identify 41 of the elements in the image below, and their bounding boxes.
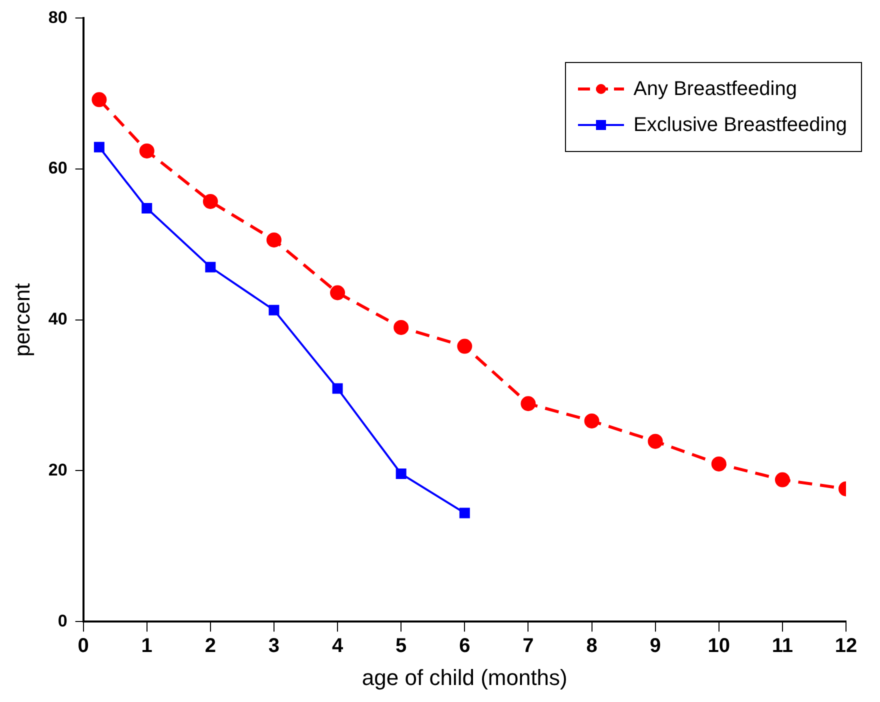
x-tick-label: 10: [708, 635, 730, 658]
point: [394, 320, 409, 335]
point: [94, 142, 104, 152]
y-axis-title: percent: [9, 283, 34, 357]
point: [459, 508, 470, 518]
point: [396, 468, 406, 480]
point: [648, 434, 663, 449]
y-tick-label: 40: [48, 310, 68, 329]
point: [139, 143, 154, 158]
legend-label: Exclusive Breastfeeding: [634, 114, 847, 136]
x-tick-label: 11: [772, 635, 794, 658]
point: [266, 232, 282, 248]
x-tick-label: 7: [522, 635, 534, 658]
point: [520, 396, 536, 412]
y-tick-label: 60: [48, 158, 68, 178]
point: [711, 456, 726, 472]
point: [584, 413, 600, 428]
point: [202, 194, 218, 209]
point: [457, 338, 472, 354]
x-tick-label: 6: [459, 635, 470, 658]
x-tick-label: 4: [332, 635, 344, 658]
x-tick-label: 1: [141, 635, 152, 658]
point: [330, 285, 346, 300]
x-tick-label: 2: [204, 635, 216, 658]
point: [268, 304, 280, 316]
x-tick-label: 0: [78, 635, 89, 658]
x-tick-label: 12: [834, 635, 858, 658]
y-tick-label: 80: [48, 8, 68, 27]
x-tick-label: 5: [396, 635, 407, 658]
x-tick-label: 3: [268, 635, 280, 658]
point: [92, 92, 107, 108]
point: [205, 262, 216, 272]
point: [142, 203, 152, 214]
y-tick-label: 0: [58, 611, 68, 630]
x-axis-title: age of child (months): [362, 664, 568, 690]
y-tick-label: 20: [48, 460, 68, 480]
x-tick-label: 9: [650, 635, 661, 658]
point: [332, 383, 343, 394]
x-tick-label: 8: [586, 635, 598, 658]
point: [774, 472, 790, 488]
legend-label: Any Breastfeeding: [634, 78, 797, 100]
